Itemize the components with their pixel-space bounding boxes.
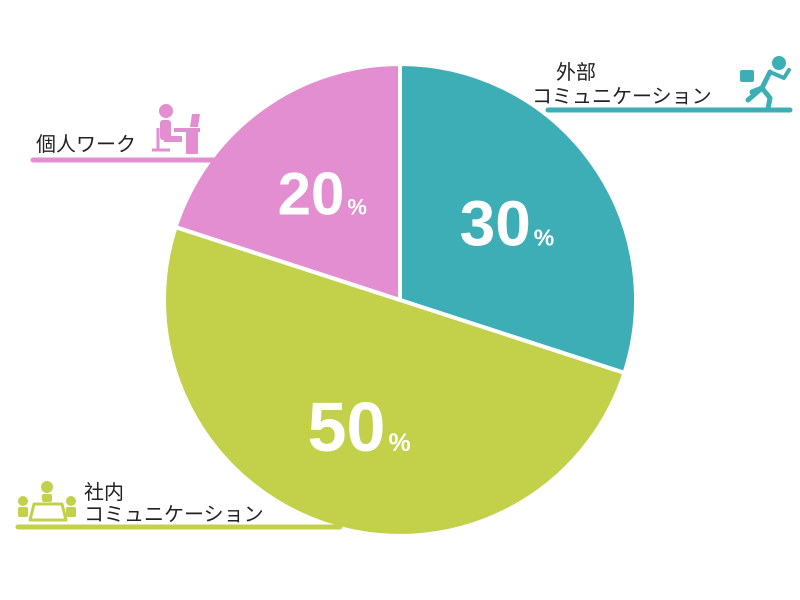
pie-slice-external (398, 62, 638, 375)
pie-slice-internal (162, 225, 627, 538)
pie-slices: 30 %50 %20% (162, 62, 638, 538)
slice-value-label-external: 30% (460, 187, 555, 259)
running-person-icon (740, 56, 791, 112)
callout-personal: 個人ワーク (30, 104, 231, 163)
slice-label-internal-line-2: コミュニケーション (84, 502, 264, 526)
slice-unit-personal: % (347, 195, 367, 220)
slice-value-external: 30 (460, 187, 531, 259)
slice-value-label-internal: 50% (308, 388, 411, 466)
slice-unit-internal: % (388, 429, 410, 457)
slice-value-personal: 20 (278, 161, 345, 228)
slice-unit-external: % (534, 224, 554, 250)
slice-value-label-personal: 20% (278, 161, 367, 228)
slice-value-internal: 50 (308, 388, 386, 466)
slice-label-internal-line-1: 社内 (84, 480, 124, 504)
slice-label-external-line-1: 外部 (556, 60, 596, 84)
slice-label-external-line-2: コミュニケーション (532, 84, 712, 108)
callout-internal: 社内 コミュニケーション (15, 480, 343, 530)
callout-external: 外部 コミュニケーション (532, 56, 793, 113)
meeting-table-icon (18, 481, 76, 522)
pie-slice-personal (173, 62, 402, 302)
desk-worker-icon (152, 104, 200, 154)
slice-label-personal: 個人ワーク (36, 132, 136, 156)
